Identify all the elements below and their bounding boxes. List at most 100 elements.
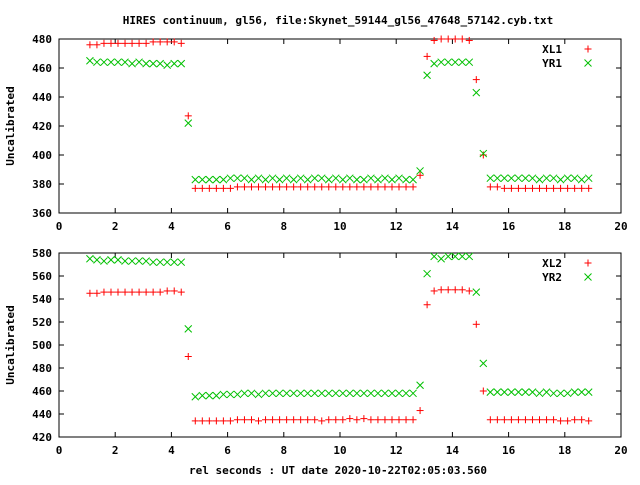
legend-marker: [584, 259, 592, 267]
x-tick-label: 2: [112, 220, 119, 233]
data-point: [262, 183, 270, 191]
data-point: [177, 59, 186, 68]
data-point: [535, 175, 544, 184]
y-tick-label: 560: [32, 270, 52, 283]
data-point: [156, 59, 165, 68]
data-point: [374, 416, 382, 424]
data-point: [247, 175, 256, 184]
data-point: [345, 389, 354, 398]
data-point: [191, 392, 200, 401]
data-point: [121, 39, 129, 47]
data-point: [500, 184, 508, 192]
data-point: [290, 183, 298, 191]
data-point: [135, 58, 143, 67]
data-point: [360, 389, 368, 398]
data-point: [437, 58, 446, 67]
data-point: [219, 390, 228, 399]
data-point: [571, 184, 579, 192]
x-tick-label: 12: [390, 444, 403, 457]
data-point: [493, 416, 501, 424]
data-point: [170, 38, 178, 46]
data-point: [177, 258, 186, 267]
data-point: [240, 389, 249, 398]
data-point: [563, 389, 572, 398]
data-point: [226, 174, 235, 183]
data-point: [486, 416, 494, 424]
data-point: [156, 258, 165, 267]
data-point: [184, 353, 192, 360]
data-point: [297, 416, 305, 424]
data-point: [226, 417, 234, 425]
y-tick-label: 500: [32, 339, 52, 352]
data-point: [374, 389, 382, 398]
data-point: [437, 286, 445, 294]
data-point: [416, 171, 424, 179]
series-XL1: [86, 35, 593, 192]
x-tick-label: 4: [168, 220, 175, 233]
data-point: [114, 58, 122, 67]
series-YR1: [86, 56, 593, 184]
data-point: [465, 252, 474, 261]
data-point: [86, 56, 94, 65]
data-point: [121, 257, 129, 265]
data-point: [486, 174, 495, 183]
data-point: [318, 417, 326, 425]
data-point: [233, 416, 241, 424]
data-point: [479, 359, 488, 368]
data-point: [458, 252, 467, 261]
data-point: [465, 287, 473, 295]
data-point: [247, 183, 255, 191]
x-tick-label: 14: [446, 220, 460, 233]
data-point: [184, 112, 192, 120]
data-point: [212, 175, 221, 184]
x-tick-label: 20: [614, 444, 627, 457]
x-tick-label: 8: [280, 220, 287, 233]
data-point: [585, 417, 593, 425]
data-point: [128, 257, 136, 265]
data-point: [528, 174, 537, 183]
data-point: [514, 174, 523, 183]
data-point: [268, 389, 277, 398]
data-point: [338, 175, 347, 184]
data-point: [170, 258, 179, 267]
x-tick-label: 12: [390, 220, 403, 233]
data-point: [128, 59, 136, 68]
data-point: [191, 184, 199, 192]
data-point: [212, 417, 220, 425]
data-point: [528, 388, 537, 397]
data-point: [346, 415, 354, 423]
data-point: [184, 119, 193, 127]
x-tick-label: 14: [446, 444, 460, 457]
data-point: [423, 301, 431, 309]
data-point: [331, 174, 340, 183]
data-point: [458, 286, 466, 294]
data-point: [86, 254, 94, 263]
data-point: [191, 417, 199, 425]
data-point: [353, 183, 361, 191]
series-XL2: [86, 286, 593, 425]
data-point: [528, 184, 536, 192]
data-point: [430, 59, 438, 68]
data-point: [500, 388, 509, 397]
data-point: [290, 416, 298, 424]
data-point: [268, 174, 277, 183]
data-point: [409, 183, 417, 191]
data-point: [381, 416, 389, 424]
data-point: [409, 175, 417, 184]
data-point: [149, 258, 157, 267]
data-point: [276, 183, 284, 191]
data-point: [240, 183, 248, 191]
data-point: [585, 184, 593, 192]
x-tick-label: 4: [168, 444, 175, 457]
data-point: [571, 416, 579, 424]
legend-label: YR1: [542, 57, 562, 70]
y-tick-label: 460: [32, 385, 52, 398]
data-point: [584, 388, 593, 397]
data-point: [212, 391, 221, 400]
data-point: [437, 254, 446, 263]
data-point: [472, 288, 481, 296]
y-tick-label: 580: [32, 247, 52, 260]
data-point: [93, 289, 101, 297]
